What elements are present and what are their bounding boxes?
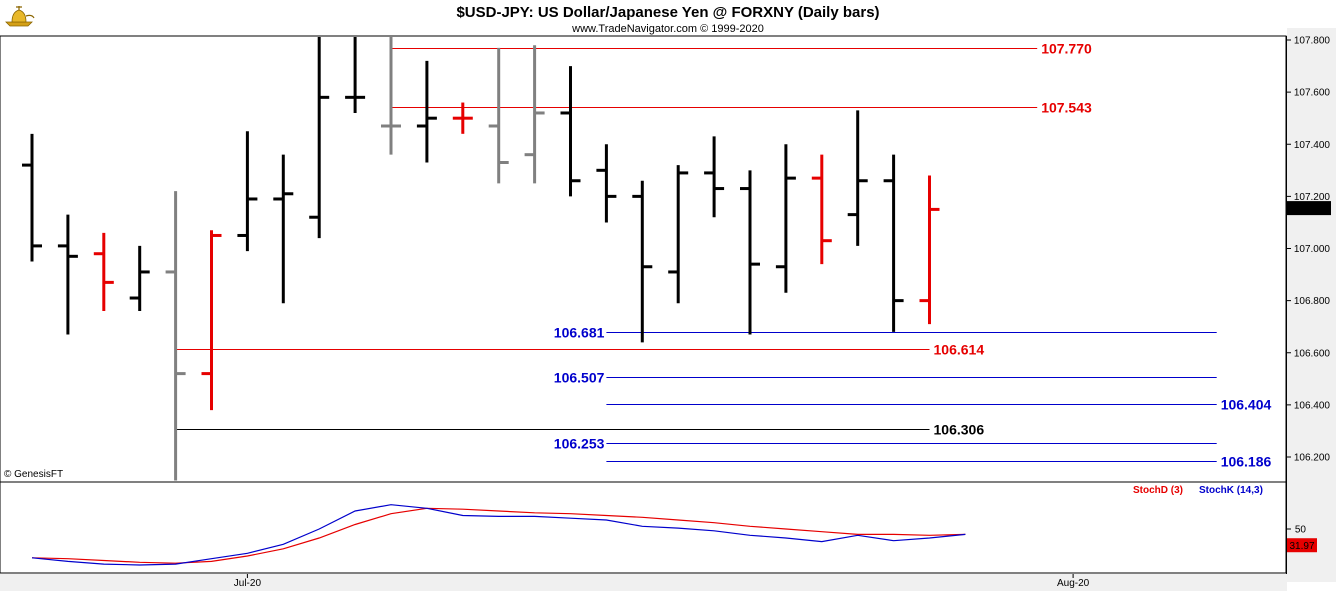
level-label: 106.253 xyxy=(554,436,605,452)
level-label: 106.186 xyxy=(1221,454,1272,470)
ohlc-bar xyxy=(883,154,904,332)
watermark: © GenesisFT xyxy=(4,469,63,480)
legend-stochk: StochK (14,3) xyxy=(1199,485,1263,496)
level-label: 106.306 xyxy=(934,422,985,438)
ohlc-bar xyxy=(381,37,401,155)
ohlc-bar xyxy=(237,131,258,252)
price-axis-label: 106.400 xyxy=(1294,400,1331,411)
stochastic-pane xyxy=(0,481,1287,574)
ohlc-bar xyxy=(416,60,437,163)
level-label: 106.614 xyxy=(934,342,985,358)
ohlc-bar xyxy=(847,110,868,246)
ohlc-bar xyxy=(452,102,473,134)
level-label: 107.543 xyxy=(1041,100,1092,116)
date-axis-label: Aug-20 xyxy=(1057,578,1090,589)
legend-stochd: StochD (3) xyxy=(1133,485,1183,496)
ohlc-bar xyxy=(811,154,832,265)
price-axis-label: 107.800 xyxy=(1294,36,1331,47)
ohlc-bar xyxy=(488,47,509,184)
right-axis xyxy=(1287,28,1336,582)
level-label: 106.404 xyxy=(1221,397,1272,413)
ohlc-bar xyxy=(775,144,796,293)
ohlc-bar xyxy=(273,154,294,304)
ohlc-bar xyxy=(345,37,366,113)
price-axis-label: 106.600 xyxy=(1294,348,1331,359)
ohlc-bar xyxy=(57,214,78,335)
ohlc-bar xyxy=(919,175,940,325)
ohlc-bar xyxy=(596,144,617,223)
date-axis-label: Jul-20 xyxy=(234,578,262,589)
chart-subtitle: www.TradeNavigator.com © 1999-2020 xyxy=(571,23,764,35)
level-label: 106.507 xyxy=(554,370,605,386)
level-label: 107.770 xyxy=(1041,41,1092,57)
ohlc-bar xyxy=(309,37,330,239)
ohlc-bar xyxy=(93,232,114,312)
date-axis xyxy=(0,574,1287,591)
ohlc-bar xyxy=(704,136,725,218)
stoch-value-badge xyxy=(1287,538,1317,553)
stoch-series-line xyxy=(31,504,966,566)
price-axis-label: 107.200 xyxy=(1294,192,1331,203)
ohlc-bar xyxy=(668,165,689,304)
last-price-label: 107.155 xyxy=(1291,204,1328,215)
price-axis-label: 106.800 xyxy=(1294,296,1331,307)
ohlc-bar xyxy=(129,245,150,312)
price-axis-label: 107.600 xyxy=(1294,88,1331,99)
ohlc-bar xyxy=(632,180,653,343)
ohlc-bar xyxy=(22,133,42,262)
ohlc-bar xyxy=(165,191,186,481)
ohlc-bar xyxy=(201,230,222,411)
level-label: 106.681 xyxy=(554,325,605,341)
stoch-axis-label: 50 xyxy=(1295,525,1307,536)
ohlc-bar xyxy=(740,170,760,335)
ohlc-bar xyxy=(524,45,545,184)
chart-title: $USD-JPY: US Dollar/Japanese Yen @ FORXN… xyxy=(456,4,879,21)
oil-lamp-icon xyxy=(5,6,35,27)
ohlc-bar xyxy=(560,66,581,197)
price-axis-label: 107.400 xyxy=(1294,140,1331,151)
price-axis-label: 107.000 xyxy=(1294,244,1331,255)
price-axis-label: 106.200 xyxy=(1294,453,1331,464)
last-price-badge xyxy=(1287,201,1331,216)
stoch-value-label: 31.97 xyxy=(1289,541,1314,552)
